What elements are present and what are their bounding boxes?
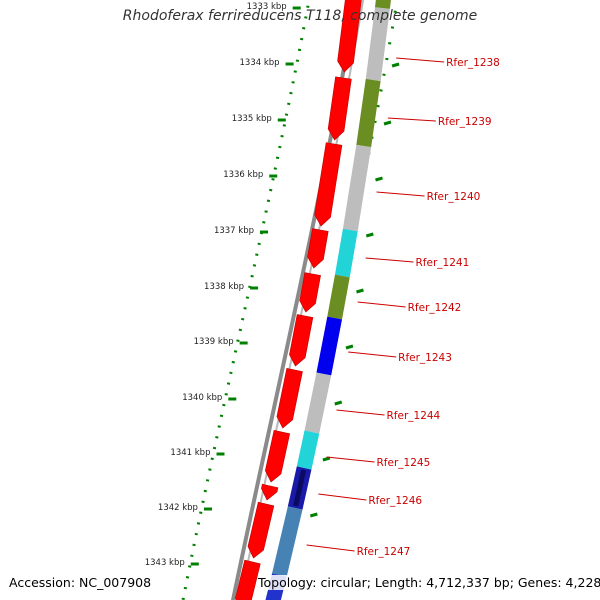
cds-arrow[interactable] [261,483,279,501]
scale-tick-label: 1342 kbp [158,503,198,513]
cds-arrow[interactable] [337,0,363,73]
cds-arrow[interactable] [276,368,303,429]
cds-arrow[interactable] [307,228,329,269]
scale-tick-label: 1338 kbp [204,282,244,292]
gene-segment [365,7,390,81]
gene-subfeature [293,469,307,507]
genome-summary: Topology: circular; Length: 4,712,337 bp… [258,575,600,590]
cds-arrow[interactable] [265,429,291,483]
accession-label: Accession: NC_007908 [9,575,152,590]
gene-label[interactable]: Rfer_1238 [446,57,500,69]
gene-segment[interactable] [296,430,320,470]
scale-tick-label: 1339 kbp [194,337,234,347]
cds-arrow[interactable] [299,272,321,313]
gene-leader-line [336,409,385,416]
gene-leader-line [348,351,397,358]
gene-label[interactable]: Rfer_1242 [408,302,462,314]
scale-tick-label: 1335 kbp [232,114,272,124]
gene-segment[interactable] [356,78,381,148]
outer-tick [356,288,364,294]
scale-tick-label: 1334 kbp [240,58,280,68]
gene-leader-line [387,117,436,122]
gene-segment[interactable] [342,144,372,232]
outer-tick [334,400,343,406]
cds-arrow[interactable] [327,76,352,141]
outer-tick [345,344,354,350]
gene-label[interactable]: Rfer_1239 [438,116,492,128]
outer-tick [365,232,374,238]
scale-tick-label: 1337 kbp [214,226,254,236]
cds-arrow[interactable] [247,501,275,559]
gene-leader-line [306,544,355,552]
outer-tick [391,62,400,68]
gene-segment[interactable] [304,372,332,434]
gene-segment[interactable] [272,506,303,577]
cds-arrow[interactable] [235,559,261,600]
outer-tick [383,120,392,126]
gene-segment[interactable] [334,228,358,278]
scale-tick-label: 1341 kbp [170,448,210,458]
gene-label[interactable]: Rfer_1244 [387,410,441,422]
outer-tick [309,512,318,518]
scale-tick-label: 1336 kbp [223,170,263,180]
gene-label[interactable]: Rfer_1241 [416,257,470,269]
gene-leader-line [326,456,375,463]
gene-segment[interactable] [316,316,343,376]
gene-label[interactable]: Rfer_1240 [427,191,481,203]
gene-segment[interactable] [327,274,350,320]
scale-tick-label: 1343 kbp [145,558,185,568]
scale-tick-label: 1333 kbp [247,2,287,12]
scale-tick-label: 1340 kbp [182,393,222,403]
gene-segment[interactable] [374,0,391,9]
outer-tick [322,456,331,462]
gc-content-track [181,0,311,600]
gene-leader-line [357,301,406,308]
gene-leader-line [376,191,425,197]
gene-label[interactable]: Rfer_1246 [368,495,422,507]
map-title: Rhodoferax ferrireducens T118, complete … [122,8,478,24]
cds-arrow[interactable] [314,142,343,227]
outer-tick [375,176,383,182]
gene-leader-line [318,493,367,501]
gene-label[interactable]: Rfer_1245 [377,457,431,469]
cds-arrow[interactable] [289,314,314,367]
gene-label[interactable]: Rfer_1247 [357,546,411,558]
gene-leader-line [396,57,445,63]
gene-label[interactable]: Rfer_1243 [398,352,452,364]
gene-leader-line [365,257,414,263]
